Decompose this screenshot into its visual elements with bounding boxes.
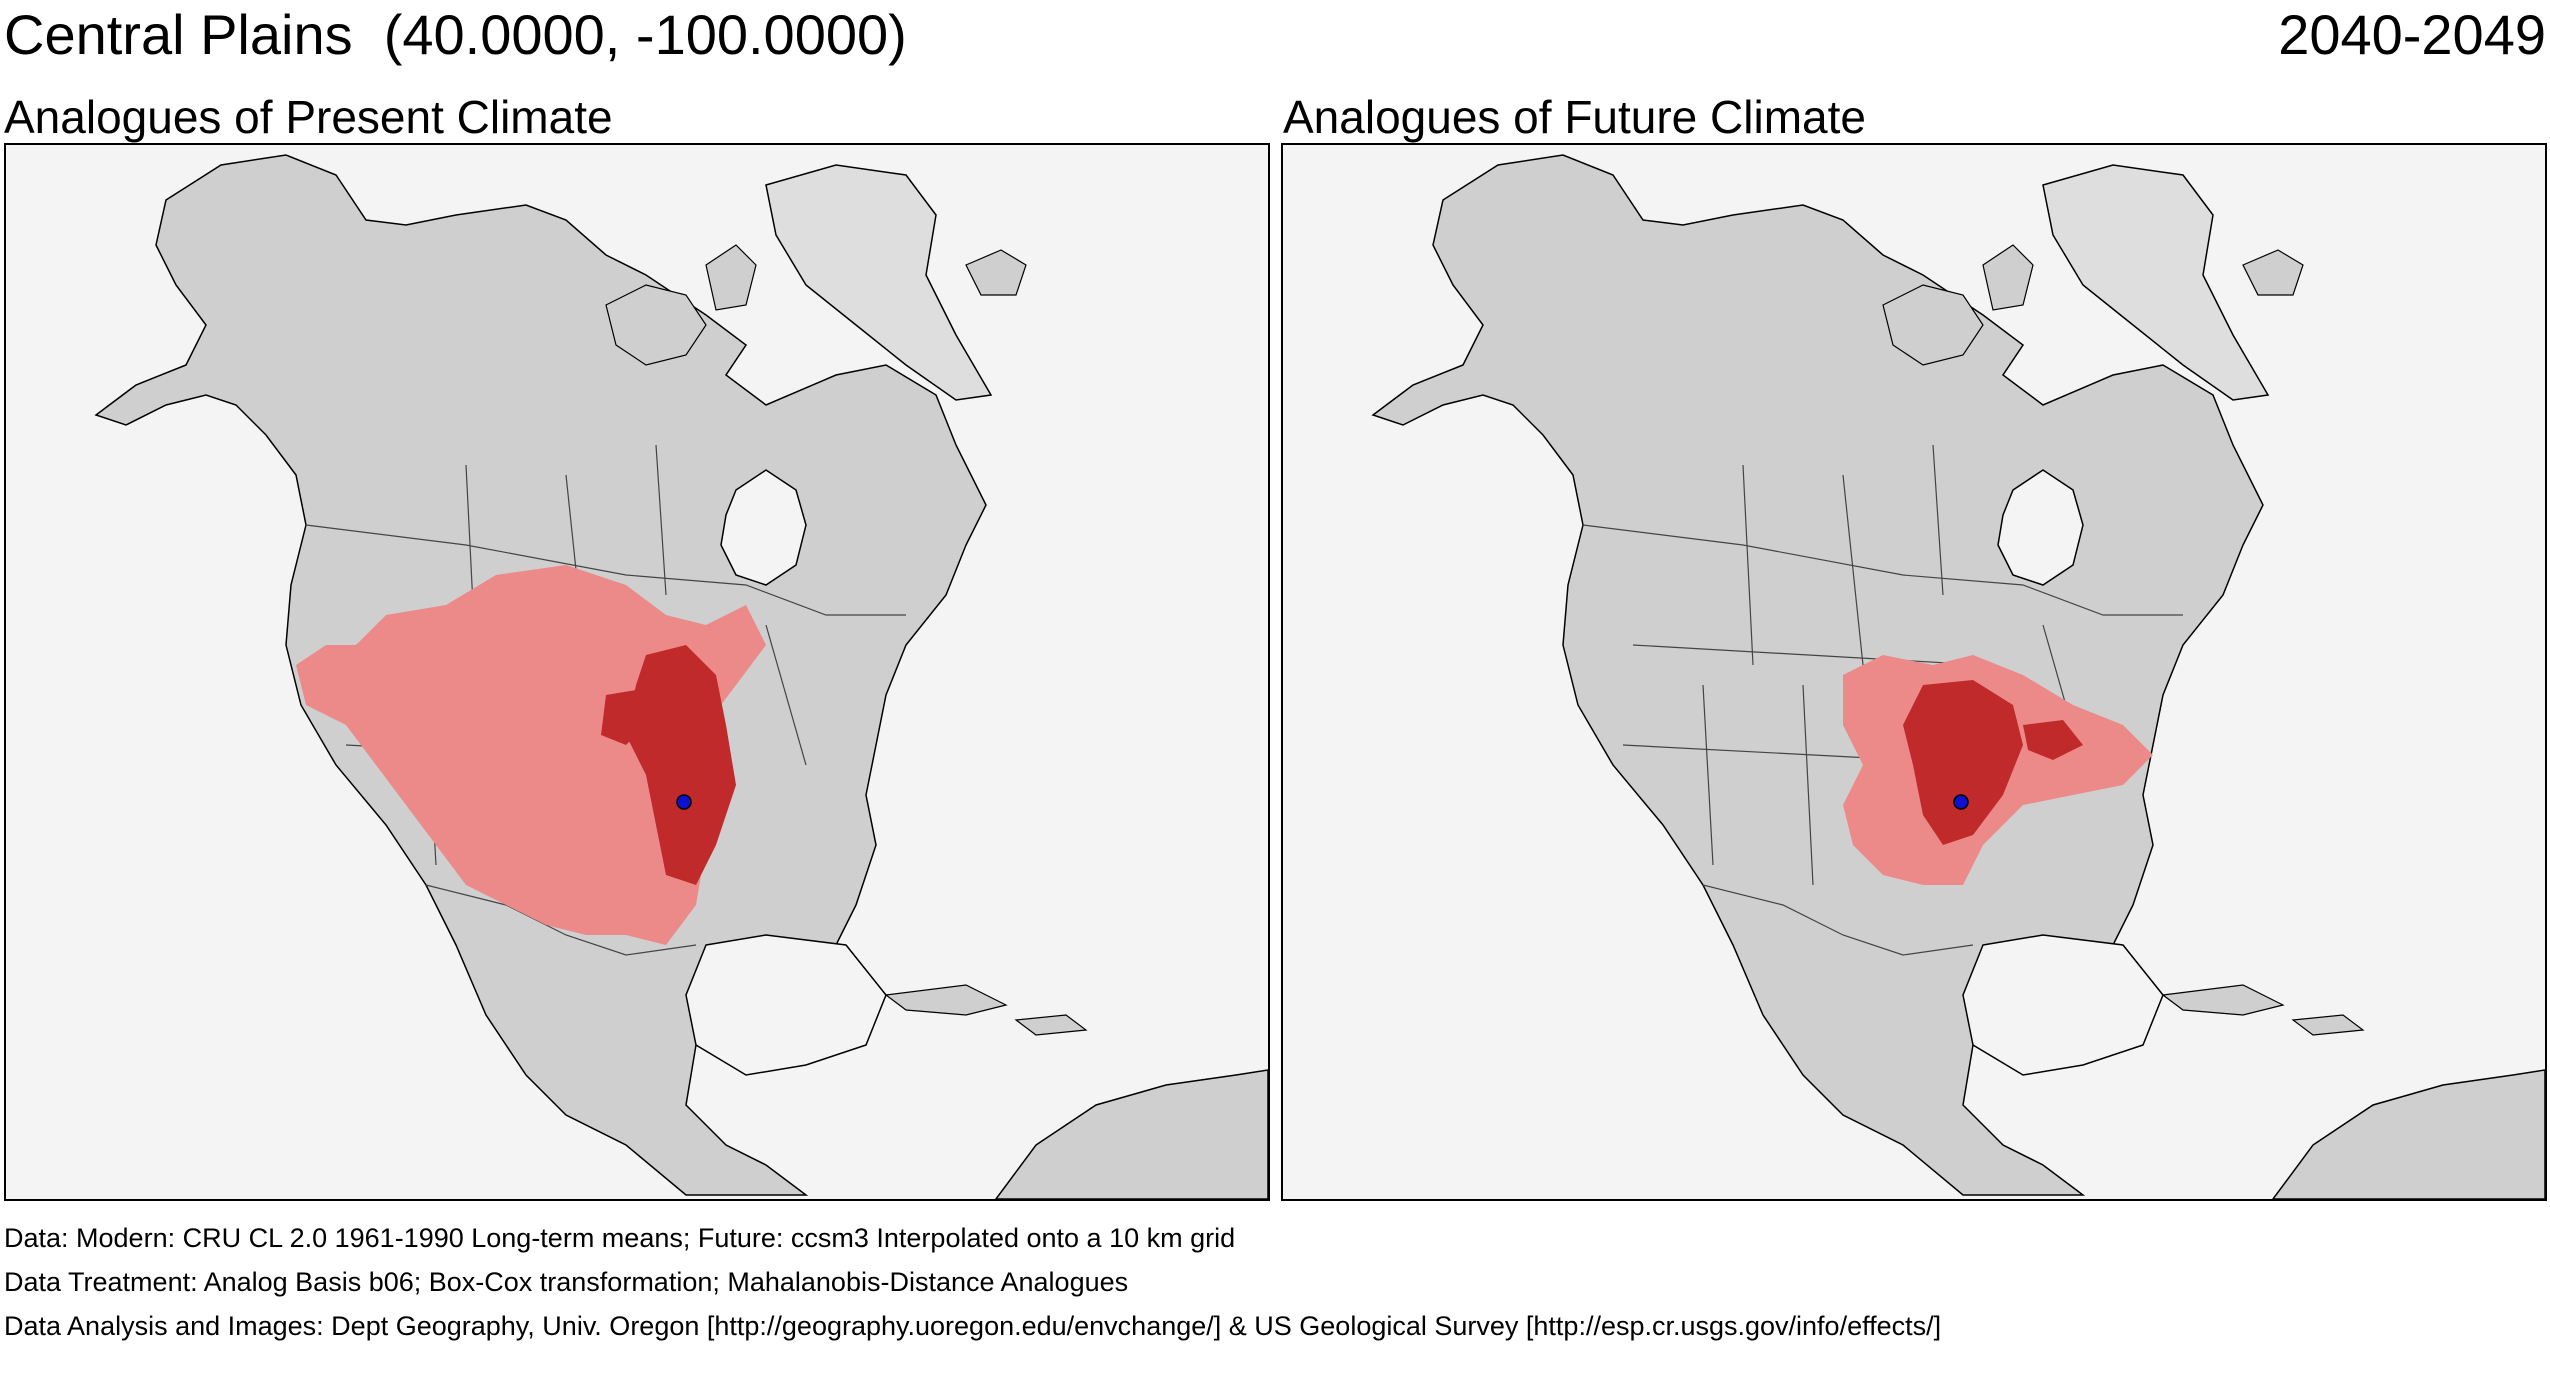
target-location-marker xyxy=(1953,794,1969,810)
present-climate-label: Analogues of Present Climate xyxy=(4,91,613,143)
future-climate-map xyxy=(1281,143,2547,1201)
gulf-of-mexico xyxy=(1962,934,2164,1076)
hudson-bay xyxy=(720,469,807,586)
location-title: Central Plains (40.0000, -100.0000) xyxy=(4,3,907,66)
greenland xyxy=(2042,164,2270,401)
analog-region-dark xyxy=(626,645,736,885)
arctic-islands xyxy=(605,244,1027,366)
arctic-islands xyxy=(1882,244,2304,366)
greenland xyxy=(765,164,993,401)
caribbean-islands xyxy=(2161,984,2365,1036)
data-treatment-note: Data Treatment: Analog Basis b06; Box-Co… xyxy=(4,1267,1129,1297)
caribbean-islands xyxy=(884,984,1088,1036)
future-climate-label: Analogues of Future Climate xyxy=(1283,91,1866,143)
data-source-note: Data: Modern: CRU CL 2.0 1961-1990 Long-… xyxy=(4,1223,1236,1253)
target-location-marker xyxy=(676,794,692,810)
south-america-land xyxy=(995,1069,1268,1199)
data-analysis-note: Data Analysis and Images: Dept Geography… xyxy=(4,1311,1942,1341)
gulf-of-mexico xyxy=(685,934,887,1076)
south-america-land xyxy=(2272,1069,2545,1199)
analog-region-dark xyxy=(1903,680,2023,845)
analog-region-dark-secondary xyxy=(601,690,646,745)
hudson-bay xyxy=(1997,469,2084,586)
analog-region-dark-secondary xyxy=(2023,720,2083,760)
present-climate-map xyxy=(4,143,1270,1201)
period-label: 2040-2049 xyxy=(2278,3,2546,66)
